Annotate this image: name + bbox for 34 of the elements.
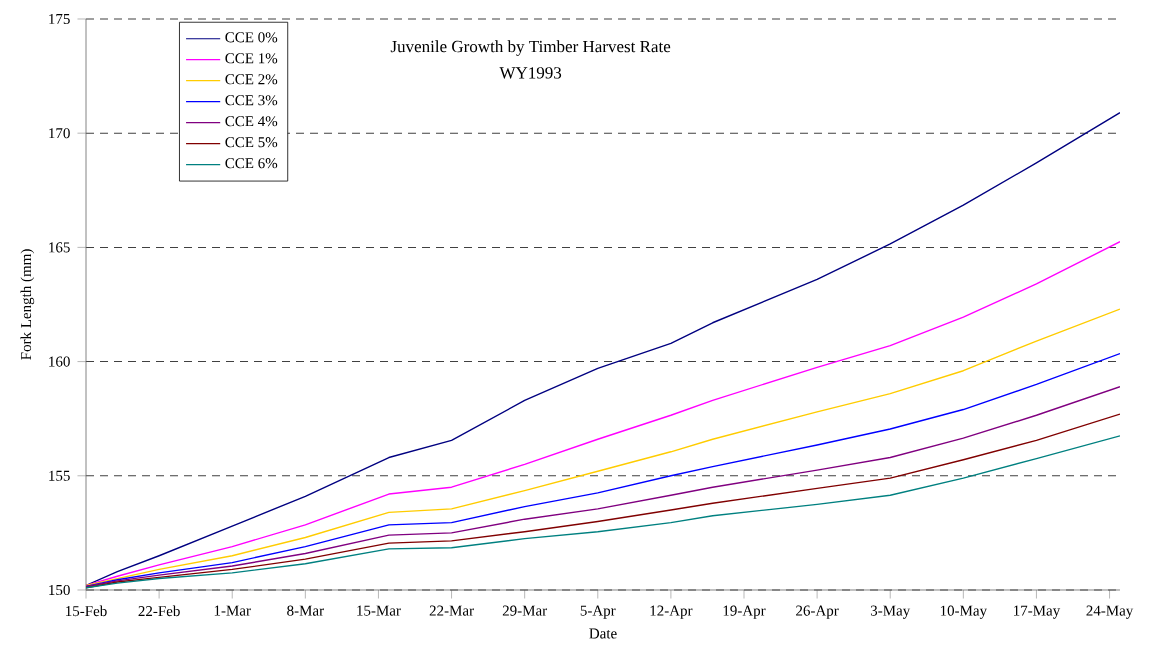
x-tick-label: 10-May: [940, 605, 988, 619]
y-tick-label: 150: [49, 584, 70, 596]
y-tick-label: 170: [49, 128, 70, 139]
y-axis-title: Fork Length (mm): [20, 249, 35, 360]
x-axis-title: Date: [589, 628, 617, 639]
legend-label: CCE 5%: [225, 137, 278, 148]
x-tick-label: 3-May: [870, 605, 911, 619]
x-tick-label: 26-Apr: [796, 605, 839, 619]
x-tick-label: 15-Mar: [357, 605, 401, 616]
y-tick-label: 175: [49, 13, 70, 25]
legend-label: CCE 2%: [225, 74, 278, 85]
x-tick-label: 29-Mar: [502, 605, 548, 616]
x-tick-label: 12-Apr: [650, 605, 693, 619]
y-tick-label: 165: [49, 242, 70, 253]
legend-label: CCE 3%: [225, 95, 278, 106]
x-tick-label: 24-May: [1086, 605, 1134, 619]
x-tick-label: 15-Feb: [66, 605, 107, 617]
x-tick-label: 17-May: [1014, 605, 1061, 619]
line-series: [86, 111, 1120, 587]
x-tick-label: 19-Apr: [723, 605, 766, 619]
line-series: [86, 308, 1120, 587]
text: Juvenile Growth by Timber Harvest Rate: [390, 40, 671, 56]
y-tick-label: 155: [49, 470, 70, 481]
legend-label: CCE 0%: [225, 32, 278, 43]
y-tick-label: 160: [49, 356, 70, 367]
x-tick-label: 1-Mar: [214, 605, 251, 616]
text: WY1993: [499, 67, 562, 79]
x-tick-label: 5-Apr: [580, 605, 616, 619]
legend-label: CCE 6%: [225, 158, 278, 169]
legend-label: CCE 4%: [225, 116, 278, 127]
x-tick-label: 22-Mar: [429, 605, 474, 616]
legend-label: CCE 1%: [225, 53, 278, 64]
x-tick-label: 22-Feb: [138, 605, 180, 617]
x-tick-label: 8-Mar: [287, 605, 324, 616]
